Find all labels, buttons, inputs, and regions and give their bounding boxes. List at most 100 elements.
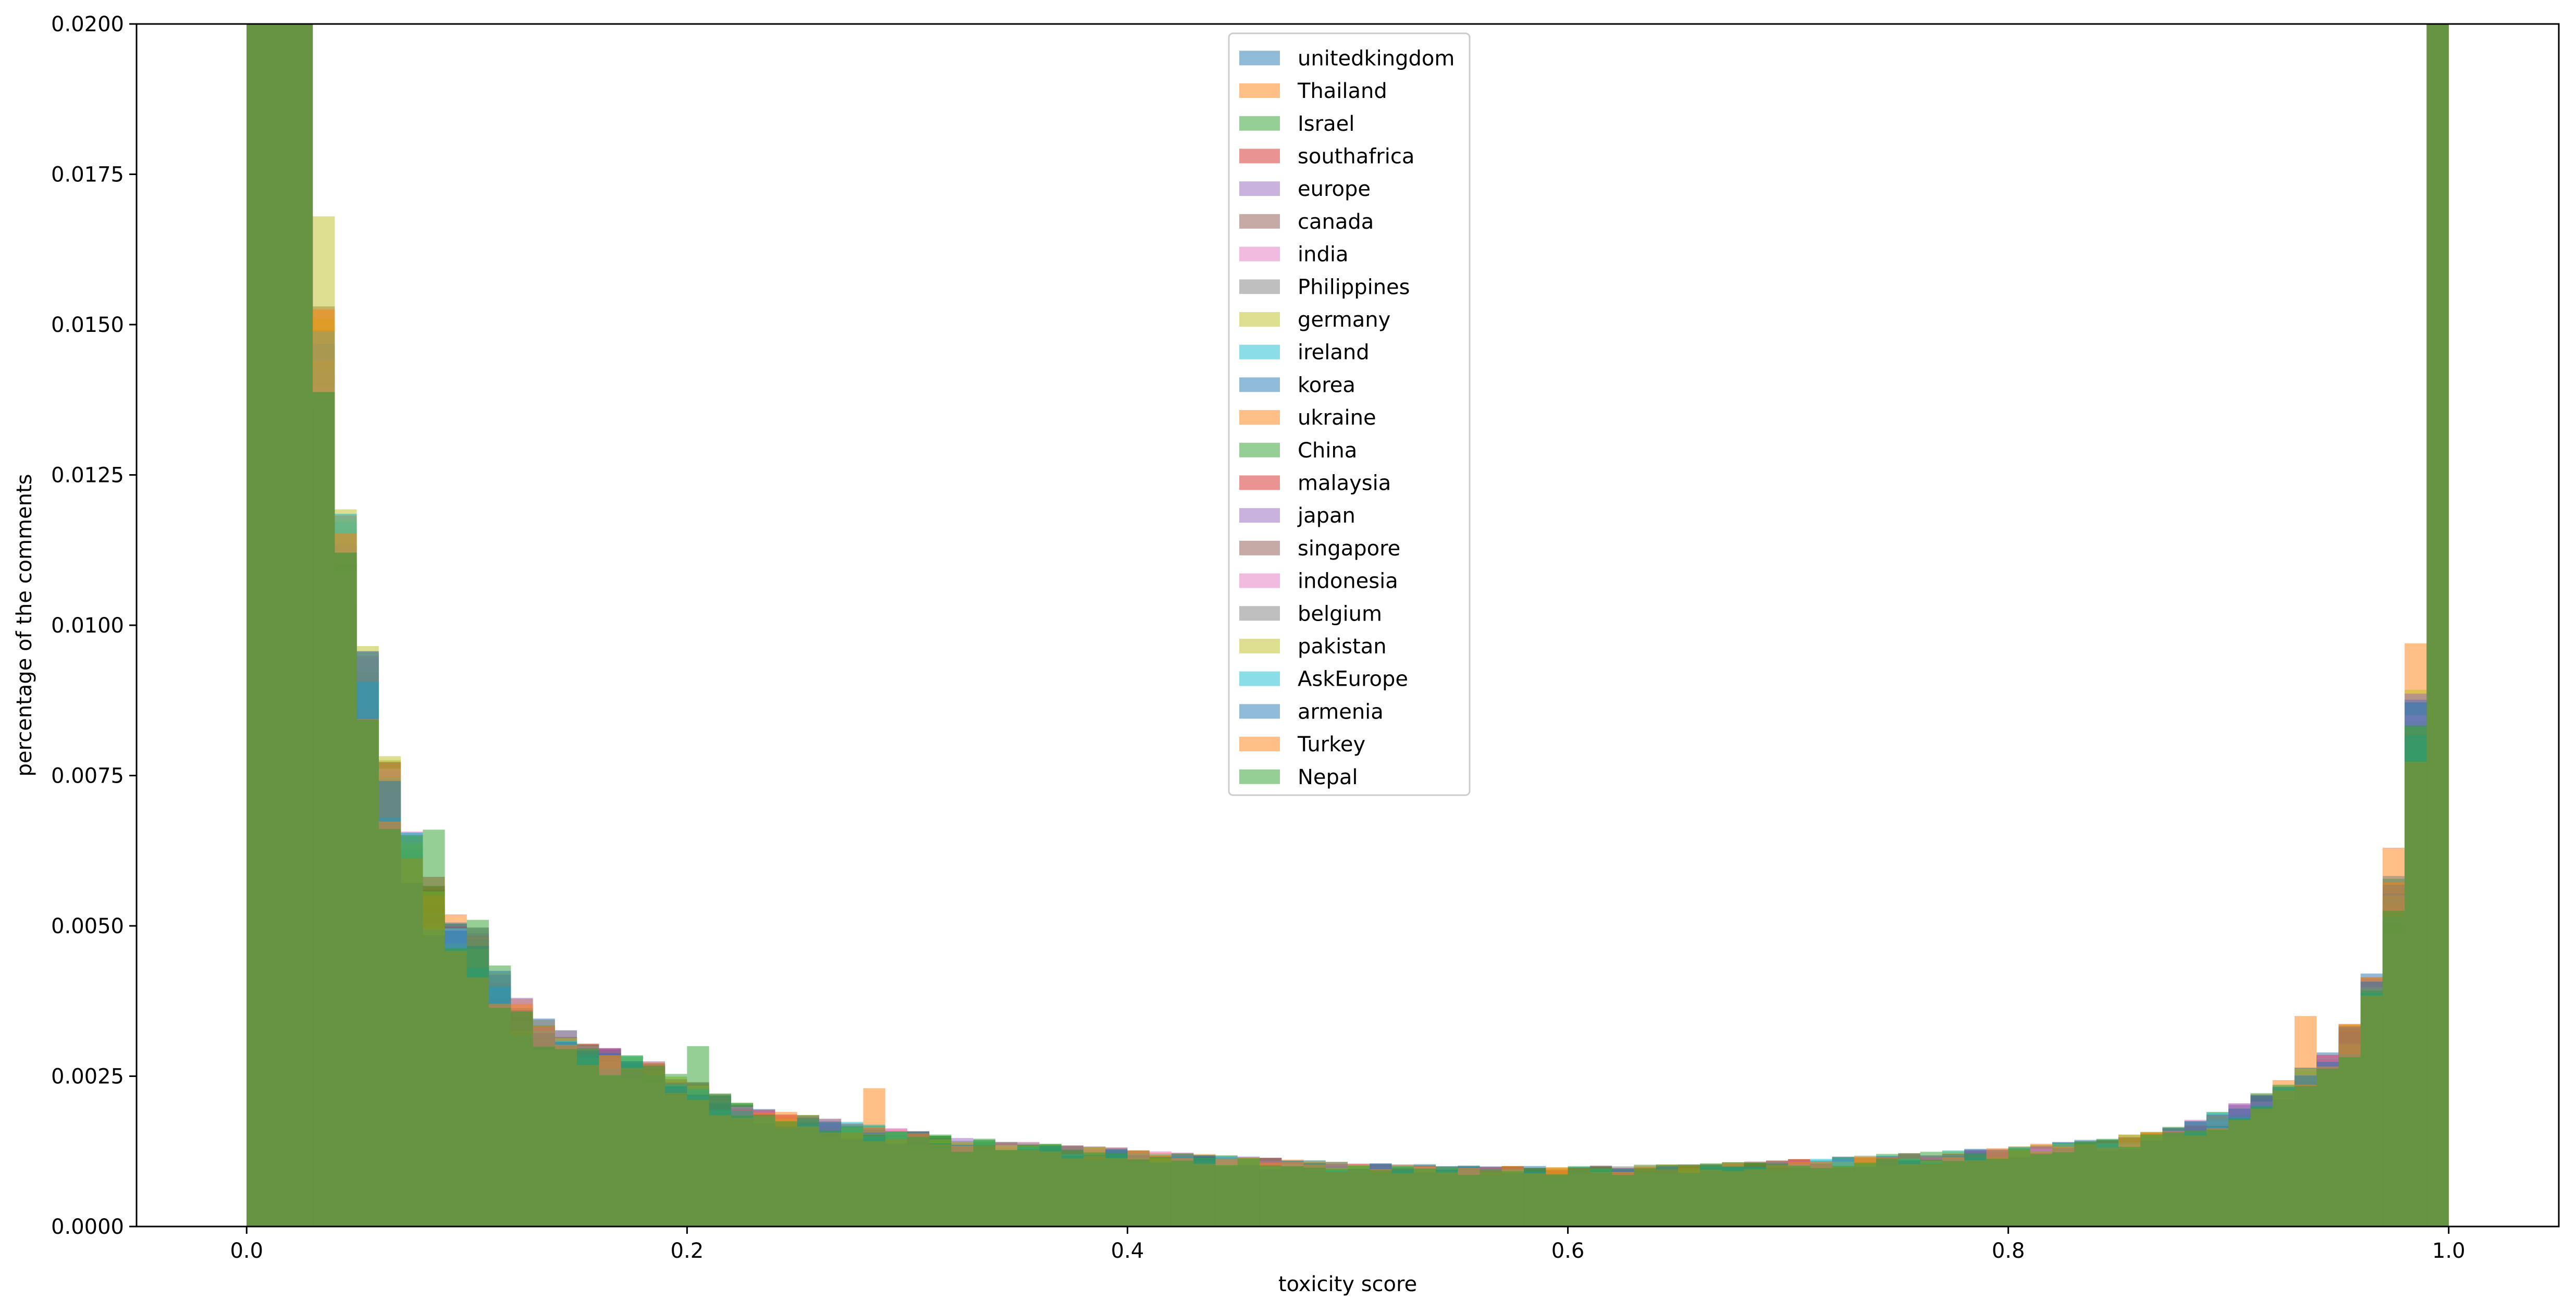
histogram-bar: [378, 829, 401, 1227]
histogram-bar: [1458, 1174, 1480, 1227]
histogram-bar: [1524, 1168, 1546, 1227]
legend-label: ukraine: [1298, 406, 1376, 430]
histogram-bar: [929, 1135, 952, 1227]
histogram-bar: [775, 1121, 797, 1227]
legend-label: indonesia: [1298, 569, 1398, 593]
legend-swatch: [1239, 312, 1280, 327]
histogram-bar: [335, 552, 357, 1227]
legend-swatch: [1239, 148, 1280, 164]
histogram-bar: [2008, 1148, 2030, 1227]
histogram-bar: [2405, 725, 2427, 1227]
histogram-bar: [1303, 1167, 1326, 1227]
histogram-bar: [401, 835, 423, 1227]
x-axis-ticks: 0.0 0.2 0.4 0.6 0.8 1.0: [230, 1227, 2466, 1263]
legend-label: singapore: [1298, 537, 1400, 561]
histogram-bar: [841, 1126, 864, 1227]
histogram-bar: [1436, 1167, 1458, 1227]
histogram-bar: [1413, 1168, 1436, 1227]
legend-label: ireland: [1298, 341, 1370, 365]
histogram-bar: [423, 829, 445, 1227]
legend-box: [1228, 32, 1471, 796]
legend-label: pakistan: [1298, 635, 1387, 659]
histogram-bar: [995, 1149, 1018, 1227]
histogram-bar: [1017, 1145, 1040, 1227]
histogram-bar: [1237, 1158, 1260, 1227]
legend-label: southafrica: [1298, 144, 1414, 168]
x-tick-label: 0.6: [1551, 1239, 1585, 1263]
legend-label: Nepal: [1298, 765, 1358, 789]
histogram-bar: [599, 1075, 621, 1227]
histogram-bar: [2316, 1069, 2339, 1227]
histogram-bar: [1964, 1154, 1987, 1227]
histogram-bar: [466, 920, 489, 1227]
histogram-bar: [951, 1151, 973, 1227]
histogram-bar: [268, 24, 291, 1227]
legend-swatch: [1239, 83, 1280, 98]
histogram-bar: [577, 1048, 599, 1227]
histogram-bar: [1876, 1158, 1899, 1227]
legend-label: canada: [1298, 210, 1374, 234]
x-tick-label: 0.2: [671, 1239, 704, 1263]
y-tick-label: 0.0125: [51, 464, 124, 488]
histogram-bar: [1171, 1160, 1194, 1227]
legend-swatch: [1239, 737, 1280, 752]
legend-swatch: [1239, 475, 1280, 490]
y-tick-label: 0.0050: [51, 914, 124, 938]
histogram-bar: [2426, 24, 2449, 1227]
legend-swatch: [1239, 442, 1280, 457]
histogram-bar: [1039, 1144, 1062, 1227]
histogram-bar: [753, 1114, 775, 1227]
histogram-bar: [1678, 1165, 1700, 1227]
histogram-bar: [1656, 1165, 1678, 1227]
legend-swatch: [1239, 638, 1280, 653]
legend-label: germany: [1298, 308, 1390, 332]
histogram-bar: [1700, 1163, 1722, 1227]
histogram-bar: [1942, 1161, 1965, 1227]
histogram-bar: [1898, 1153, 1920, 1227]
histogram-bar: [731, 1115, 754, 1227]
y-tick-label: 0.0200: [51, 13, 124, 36]
histogram-bar: [2184, 1130, 2207, 1227]
histogram-bar: [1788, 1166, 1810, 1227]
histogram-bar: [1061, 1149, 1083, 1227]
histogram-bar: [1854, 1162, 1877, 1227]
histogram-bar: [1722, 1166, 1744, 1227]
legend-swatch: [1239, 769, 1280, 784]
histogram-bar: [2250, 1106, 2273, 1227]
histogram-bar: [885, 1131, 907, 1227]
histogram-bar: [1083, 1152, 1106, 1227]
histogram-bar: [554, 1049, 577, 1227]
histogram-bar: [1546, 1174, 1568, 1227]
y-tick-label: 0.0000: [51, 1215, 124, 1239]
legend-label: AskEurope: [1298, 667, 1408, 691]
legend-label: malaysia: [1298, 471, 1391, 495]
histogram-bar: [313, 392, 335, 1227]
histogram-bar: [2382, 911, 2405, 1227]
histogram-bar: [907, 1137, 930, 1227]
histogram-bar: [2140, 1134, 2163, 1227]
histogram-bar: [1810, 1168, 1832, 1227]
legend-label: armenia: [1298, 700, 1384, 724]
histogram-bar: [2228, 1118, 2251, 1227]
legend-label: india: [1298, 243, 1348, 267]
x-axis-label: toxicity score: [1278, 1272, 1417, 1296]
histogram-bar: [489, 1008, 511, 1227]
x-tick-label: 0.4: [1111, 1239, 1144, 1263]
histogram-bar: [1501, 1171, 1524, 1227]
y-tick-label: 0.0150: [51, 313, 124, 337]
legend-swatch: [1239, 671, 1280, 686]
legend-swatch: [1239, 377, 1280, 392]
legend-swatch: [1239, 410, 1280, 425]
histogram-bar: [863, 1134, 885, 1227]
histogram-bar: [1589, 1168, 1612, 1227]
legend-label: europe: [1298, 177, 1371, 201]
histogram-bar: [1193, 1158, 1216, 1227]
histogram-bar: [2096, 1140, 2118, 1227]
histogram-bar: [2118, 1146, 2141, 1227]
histogram-bar: [1127, 1159, 1150, 1227]
legend-swatch: [1239, 540, 1280, 555]
histogram-bar: [2030, 1154, 2053, 1227]
histogram-bar: [1612, 1174, 1634, 1227]
y-tick-label: 0.0025: [51, 1065, 124, 1089]
